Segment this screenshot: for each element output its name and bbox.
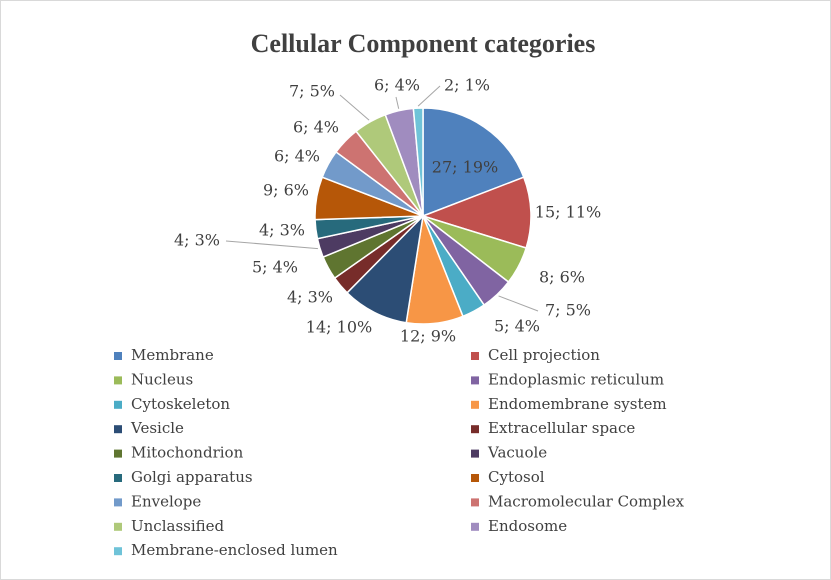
legend-swatch <box>471 498 479 507</box>
legend-label: Mitochondrion <box>131 444 244 462</box>
legend-swatch <box>471 376 479 385</box>
data-label: 9; 6% <box>263 181 309 200</box>
data-label: 6; 4% <box>274 147 320 166</box>
legend-swatch <box>114 376 122 385</box>
data-label: 12; 9% <box>400 327 456 346</box>
legend-swatch <box>114 400 122 409</box>
legend-swatch <box>471 400 479 409</box>
data-label: 4; 3% <box>259 221 305 240</box>
data-label: 5; 4% <box>494 317 540 336</box>
legend-swatch <box>471 449 479 458</box>
legend-swatch <box>471 522 479 531</box>
legend-label: Membrane <box>131 346 214 364</box>
data-label: 5; 4% <box>252 258 298 277</box>
legend-label: Cell projection <box>488 346 600 364</box>
data-label: 14; 10% <box>306 318 372 337</box>
legend-swatch <box>114 449 122 458</box>
legend-label: Macromolecular Complex <box>488 492 685 510</box>
legend-swatch <box>471 352 479 360</box>
chart-title: Cellular Component categories <box>251 29 596 58</box>
legend-label: Nucleus <box>131 370 193 388</box>
legend-swatch <box>114 522 122 531</box>
legend-label: Envelope <box>131 492 201 510</box>
legend-label: Extracellular space <box>488 419 635 437</box>
legend-swatch <box>114 425 122 434</box>
data-label: 6; 4% <box>293 118 339 137</box>
leader-line <box>498 295 539 312</box>
data-label: 27; 19% <box>432 158 498 177</box>
leader-line <box>225 240 318 250</box>
legend-swatch <box>114 547 122 556</box>
legend-label: Endosome <box>488 517 567 535</box>
leader-line <box>417 85 441 107</box>
data-label: 7; 5% <box>545 301 591 320</box>
legend-swatch <box>114 498 122 507</box>
pie-slice <box>422 107 525 218</box>
data-label: 15; 11% <box>535 203 601 222</box>
leader-line <box>395 96 400 109</box>
legend-label: Golgi apparatus <box>131 468 253 486</box>
data-label: 4; 3% <box>174 231 220 250</box>
legend-label: Vesicle <box>130 419 184 437</box>
data-label: 6; 4% <box>374 76 420 95</box>
legend-label: Endoplasmic reticulum <box>488 370 664 388</box>
legend-label: Cytoskeleton <box>131 395 230 413</box>
legend-swatch <box>114 474 122 482</box>
data-label: 2; 1% <box>444 76 490 95</box>
legend-label: Cytosol <box>488 468 545 486</box>
data-label: 8; 6% <box>539 268 585 287</box>
legend-label: Unclassified <box>131 517 225 535</box>
pie-slice <box>412 107 424 217</box>
legend-swatch <box>114 352 122 360</box>
legend-swatch <box>471 425 479 434</box>
legend-label: Endomembrane system <box>488 395 667 413</box>
pie-slice <box>420 176 532 249</box>
leader-line <box>339 94 370 121</box>
data-label: 7; 5% <box>289 82 335 101</box>
legend-label: Vacuole <box>487 444 547 462</box>
legend-label: Membrane-enclosed lumen <box>131 541 338 559</box>
legend-swatch <box>471 474 479 482</box>
data-label: 4; 3% <box>287 288 333 307</box>
